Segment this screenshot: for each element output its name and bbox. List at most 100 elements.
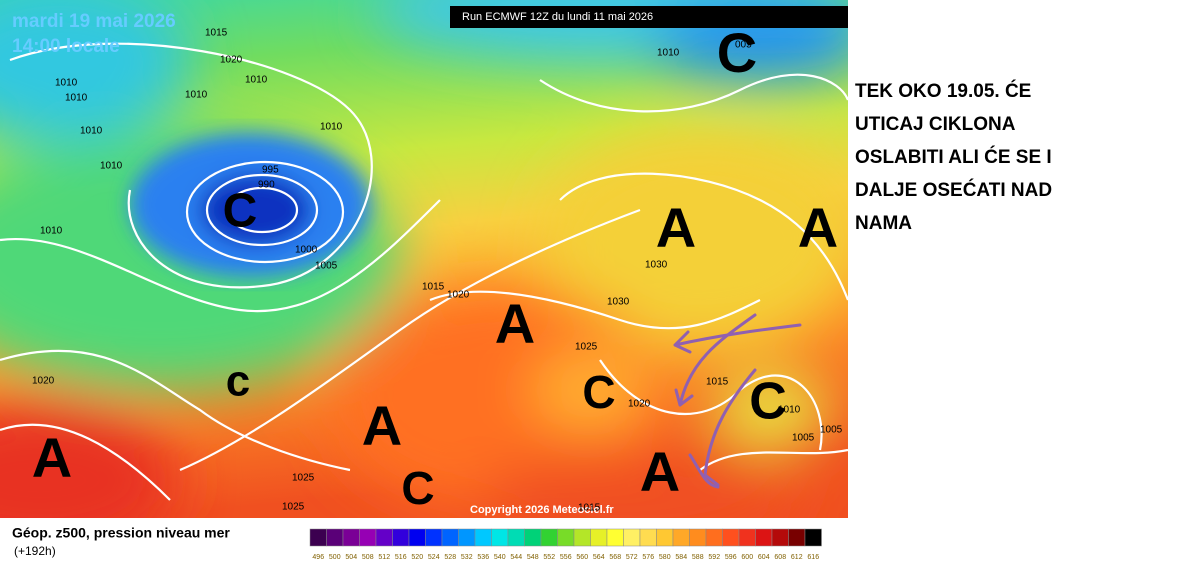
isobar-label: 1010 [100, 161, 123, 172]
colorbar-swatch [359, 528, 377, 547]
isobar-label: 1020 [32, 376, 55, 387]
pressure-center: C [223, 185, 258, 238]
colorbar-label: 540 [494, 554, 506, 561]
colorbar-label: 516 [395, 554, 407, 561]
pressure-center: A [656, 196, 696, 259]
colorbar-swatch [425, 528, 443, 547]
colorbar-label: 596 [725, 554, 737, 561]
map [0, 0, 848, 518]
colorbar-label: 544 [510, 554, 522, 561]
colorbar-swatch [309, 528, 327, 547]
colorbar-swatch [804, 528, 822, 547]
colorbar-swatch [326, 528, 344, 547]
isobar-label: 1025 [292, 473, 315, 484]
colorbar-label: 528 [444, 554, 456, 561]
colorbar-label: 500 [329, 554, 341, 561]
isobar-label: 1015 [578, 503, 601, 514]
pressure-center: C [717, 21, 757, 84]
isobar-label: 1030 [607, 297, 630, 308]
isobar-label: 1020 [628, 399, 651, 410]
footer-title: Géop. z500, pression niveau mer [12, 525, 230, 541]
colorbar-swatch [573, 528, 591, 547]
pressure-center: A [362, 394, 402, 457]
colorbar-label: 568 [609, 554, 621, 561]
isobar-label: 1015 [422, 282, 445, 293]
map-date: mardi 19 mai 2026 [12, 11, 176, 32]
isobar-label: 1015 [205, 28, 228, 39]
colorbar-label: 580 [659, 554, 671, 561]
colorbar-label: 504 [345, 554, 357, 561]
colorbar-swatch [491, 528, 509, 547]
pressure-center: c [226, 357, 250, 406]
colorbar-swatch [705, 528, 723, 547]
colorbar-label: 548 [527, 554, 539, 561]
pressure-center: A [32, 426, 72, 489]
colorbar-label: 612 [791, 554, 803, 561]
colorbar-swatch [689, 528, 707, 547]
isobar-label: 1010 [40, 226, 63, 237]
colorbar-swatch [540, 528, 558, 547]
annotation-line: OSLABITI ALI ĆE SE I [855, 146, 1052, 168]
colorbar-label: 560 [576, 554, 588, 561]
colorbar-swatch [474, 528, 492, 547]
colorbar-label: 496 [312, 554, 324, 561]
isobar-label: 1005 [820, 425, 843, 436]
annotation: TEK OKO 19.05. ĆE UTICAJ CIKLONA OSLABITI … [855, 80, 1052, 234]
isobar-label: 1010 [65, 93, 88, 104]
isobar-label: 1010 [245, 75, 268, 86]
colorbar-label: 556 [560, 554, 572, 561]
colorbar-swatch [639, 528, 657, 547]
isobar-label: 1010 [185, 90, 208, 101]
isobars [0, 42, 848, 501]
colorbar-label: 616 [807, 554, 819, 561]
isobar-label: 005 [735, 40, 752, 51]
annotation-line: TEK OKO 19.05. ĆE [855, 80, 1031, 102]
colorbar-swatch [408, 528, 426, 547]
colorbar-label: 552 [543, 554, 555, 561]
colorbar-swatch [375, 528, 393, 547]
colorbar-swatch [722, 528, 740, 547]
colorbar-swatch [557, 528, 575, 547]
colorbar-label: 592 [708, 554, 720, 561]
annotation-line: UTICAJ CIKLONA [855, 114, 1016, 135]
colorbar-swatch [672, 528, 690, 547]
colorbar-swatch [656, 528, 674, 547]
isobar-label: 1010 [80, 126, 103, 137]
pressure-center: C [401, 462, 434, 514]
pressure-center: A [798, 196, 838, 259]
colorbar-label: 604 [758, 554, 770, 561]
isobar-label: 990 [258, 180, 275, 191]
isobar-label: 1005 [315, 261, 338, 272]
pressure-center: A [495, 292, 535, 355]
colorbar-swatch [590, 528, 608, 547]
isobar-label: 1010 [55, 78, 78, 89]
hand-arrows [673, 313, 802, 489]
colorbar-label: 512 [378, 554, 390, 561]
colorbar-swatch [441, 528, 459, 547]
colorbar-label: 532 [461, 554, 473, 561]
colorbar-swatch [755, 528, 773, 547]
isobar-label: 1010 [320, 122, 343, 133]
colorbar-swatch [392, 528, 410, 547]
colorbar-label: 536 [477, 554, 489, 561]
colorbar-swatch [524, 528, 542, 547]
colorbar-label: 584 [675, 554, 687, 561]
colorbar-swatch [771, 528, 789, 547]
colorbar-label: 600 [741, 554, 753, 561]
isobar-label: 1025 [575, 342, 598, 353]
isobar-label: 1030 [645, 260, 668, 271]
colorbar-label: 564 [593, 554, 605, 561]
isobar-label: 1010 [778, 405, 801, 416]
copyright: Copyright 2026 Meteociel.fr [470, 504, 614, 516]
pressure-center: A [640, 440, 680, 503]
colorbar-label: 524 [428, 554, 440, 561]
colorbar-swatch [507, 528, 525, 547]
colorbar-label: 576 [642, 554, 654, 561]
colorbar-swatch [342, 528, 360, 547]
colorbar-swatch [738, 528, 756, 547]
isobar-label: 995 [262, 165, 279, 176]
isobar-label: 1025 [282, 502, 305, 513]
colorbar-label: 588 [692, 554, 704, 561]
